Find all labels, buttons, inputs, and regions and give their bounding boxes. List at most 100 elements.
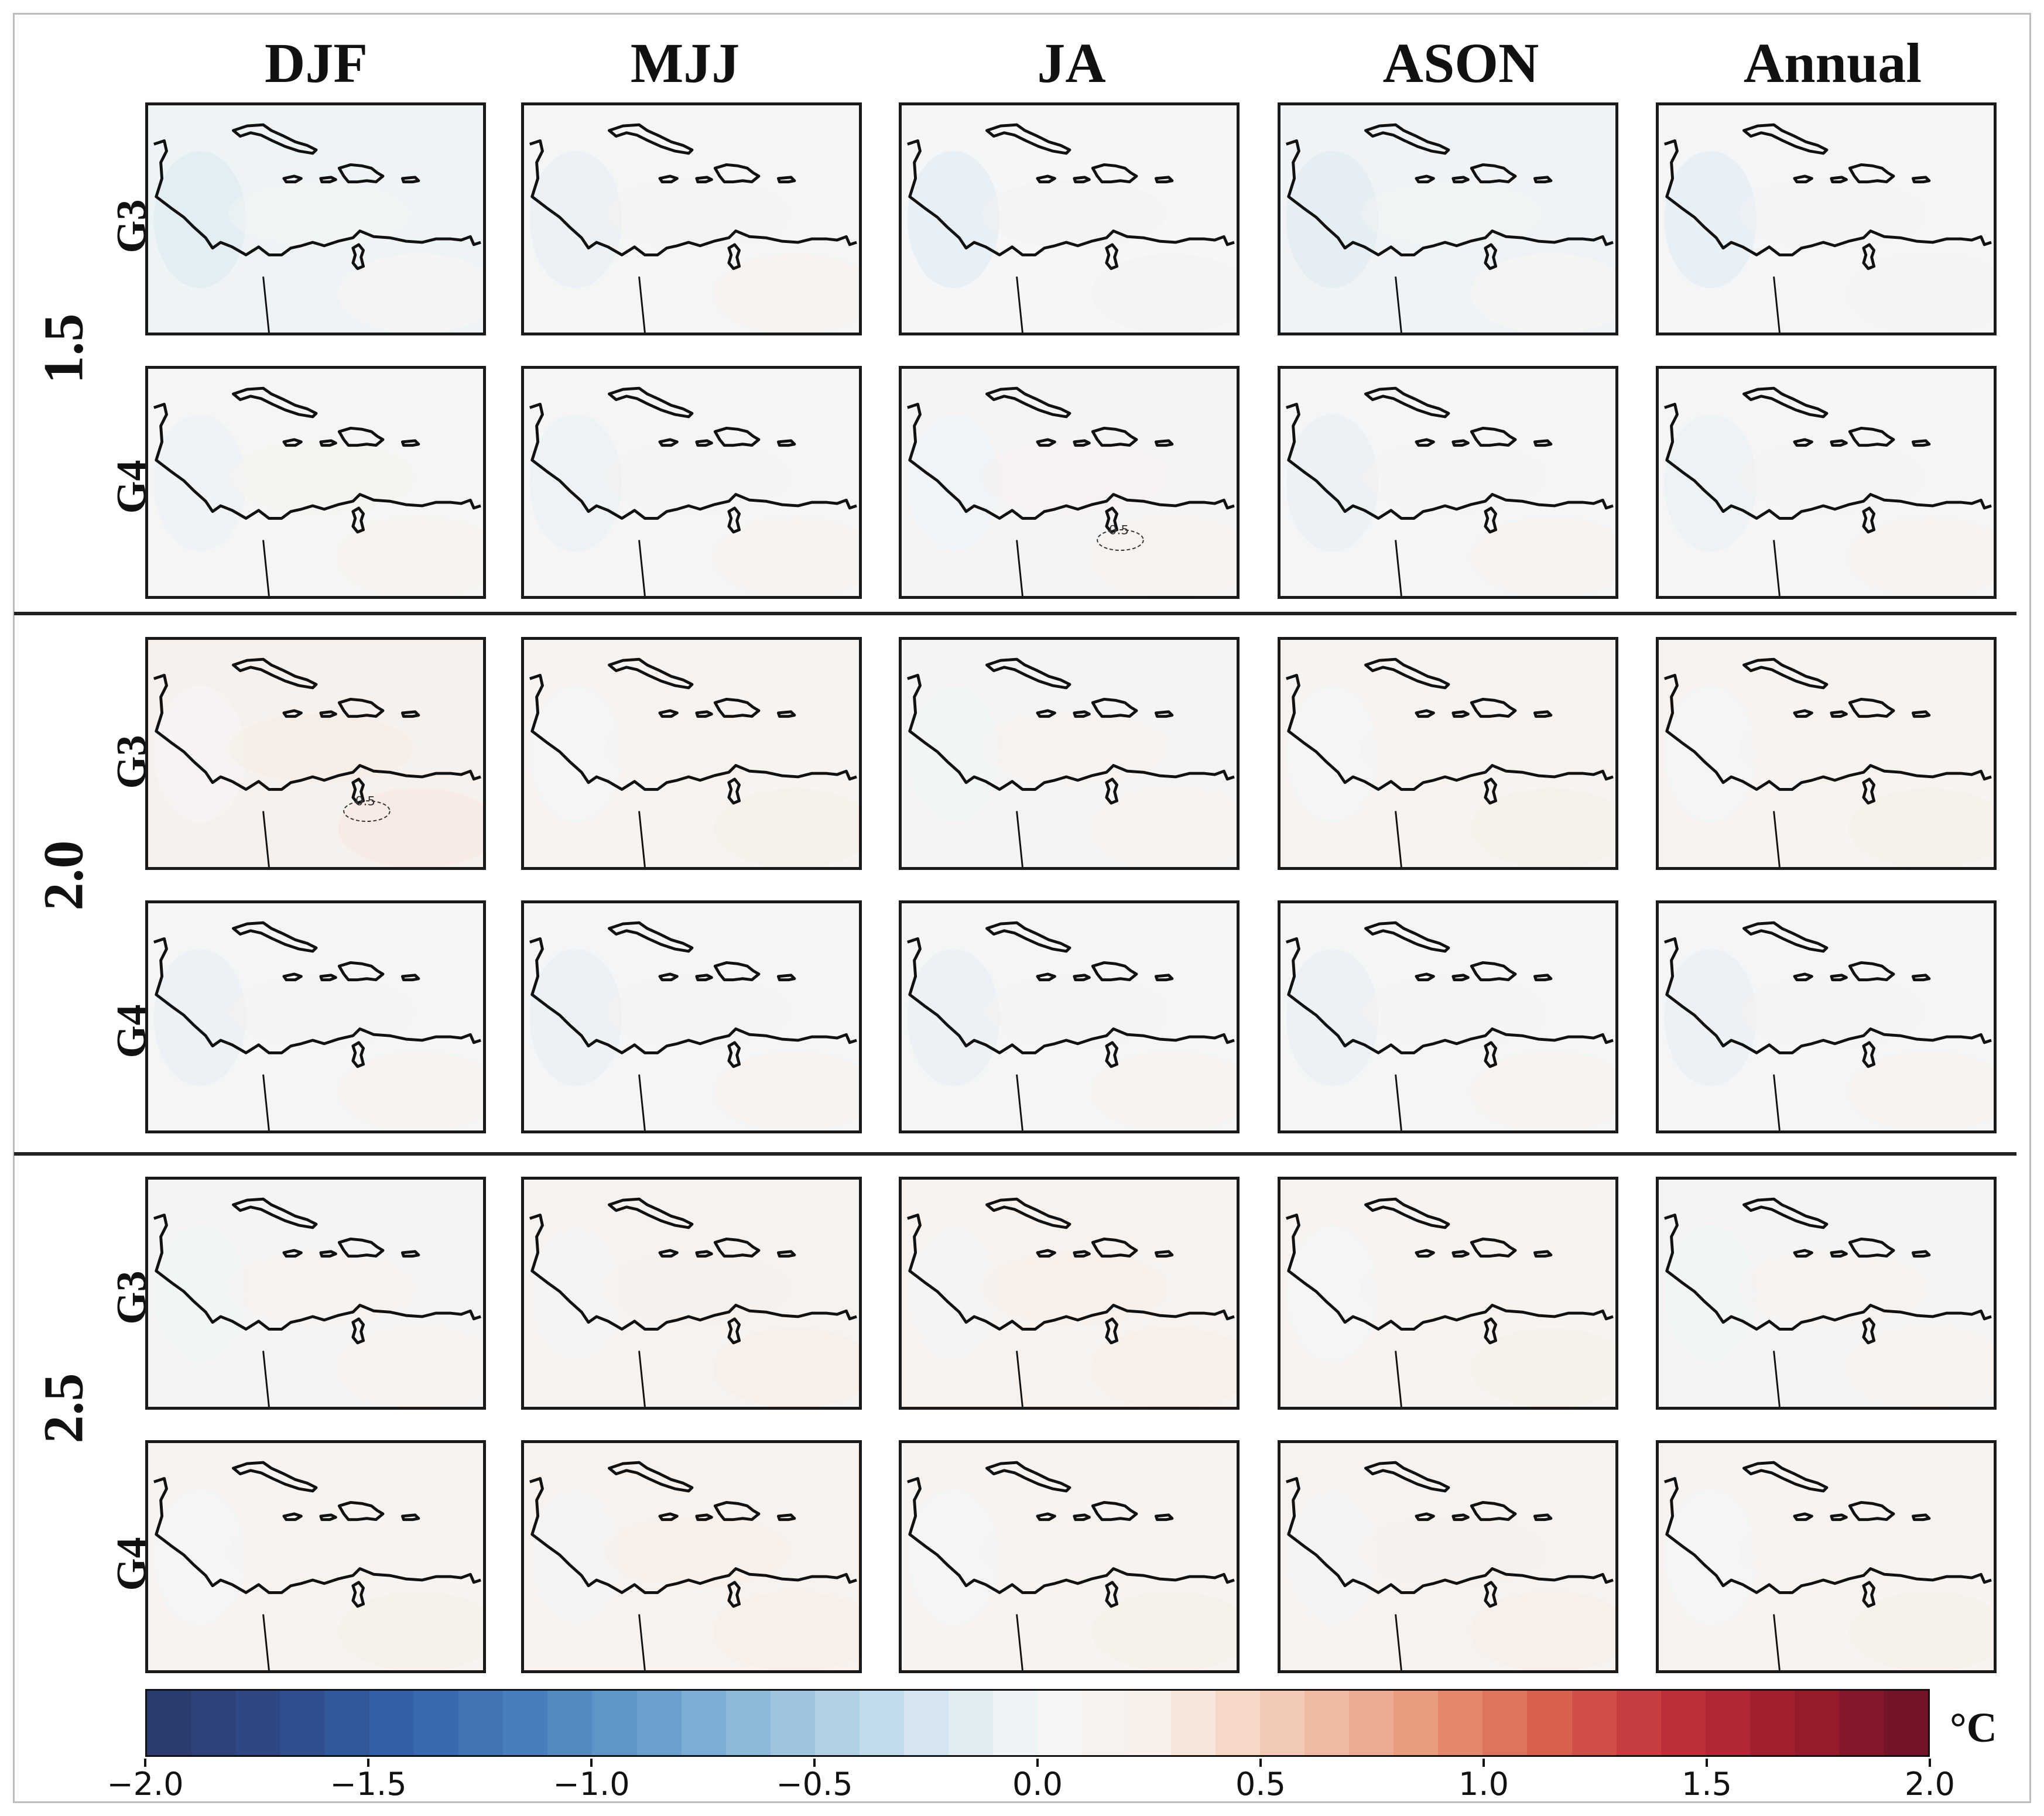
cuba-outline [1742, 123, 1829, 155]
colorbar-cell [770, 1691, 815, 1755]
cuba-outline [1364, 386, 1450, 419]
anomaly-blob [1664, 948, 1757, 1086]
border-line [1016, 540, 1023, 596]
colorbar-cell [1127, 1691, 1172, 1755]
puerto-rico-outline [1911, 1250, 1931, 1258]
column-header-annual: Annual [1743, 32, 1922, 94]
map-panel-2-5-g4-djf [145, 1440, 486, 1673]
anomaly-map [524, 1443, 859, 1670]
anomaly-map [902, 640, 1237, 867]
anomaly-blob [982, 1517, 1167, 1586]
hispaniola-outline [1848, 961, 1895, 982]
puerto-rico-outline [776, 1513, 796, 1522]
anomaly-blob [982, 179, 1167, 248]
puerto-rico-outline [400, 1513, 420, 1522]
coastline [153, 937, 481, 1054]
border-line [1016, 811, 1023, 867]
puerto-rico-outline [400, 974, 420, 982]
puerto-rico-outline [1911, 1513, 1931, 1522]
colorbar-tick-label: 1.5 [1682, 1766, 1732, 1803]
colorbar-cell [1394, 1691, 1439, 1755]
anomaly-blob [714, 788, 859, 867]
cuba-outline [231, 657, 318, 690]
hispaniola-outline [1470, 697, 1517, 718]
border-line [1773, 1074, 1781, 1130]
map-panel-1-5-g3-ja [899, 102, 1240, 335]
map-panel-1-5-g4-mjj [521, 366, 862, 599]
puerto-rico-outline [1533, 1250, 1553, 1258]
puerto-rico-outline [1154, 1250, 1174, 1258]
jamaica-outline [282, 1249, 303, 1258]
colorbar-cell [681, 1691, 726, 1755]
coastline [153, 674, 481, 791]
coastline [1664, 1477, 1992, 1594]
anomaly-map [148, 1443, 483, 1670]
border-line [262, 811, 270, 867]
map-panel-2-5-g3-ja [899, 1177, 1240, 1410]
anomaly-blob [1091, 788, 1237, 867]
colorbar-cell [1705, 1691, 1750, 1755]
puerto-rico-outline [1911, 710, 1931, 718]
puerto-rico-outline [1533, 439, 1553, 447]
colorbar-cell [1216, 1691, 1261, 1755]
lake-maracaibo-outline [1105, 1581, 1119, 1608]
anomaly-blob [529, 414, 622, 551]
group-divider [14, 1152, 2016, 1156]
map-panel-2-5-g4-ja [899, 1440, 1240, 1673]
jamaica-outline [1415, 1512, 1435, 1522]
anomaly-blob [907, 1488, 1000, 1626]
anomaly-map [1659, 1180, 1994, 1407]
anomaly-blob [714, 1051, 859, 1130]
colorbar-cell [1171, 1691, 1216, 1755]
cuba-outline [985, 1461, 1071, 1493]
anomaly-blob [1739, 1517, 1924, 1586]
anomaly-map [1281, 1443, 1615, 1670]
column-header-djf: DJF [265, 32, 368, 94]
map-panel-1-5-g4-ason [1278, 366, 1618, 599]
jamaica-outline [1793, 972, 1813, 982]
island-outline [319, 974, 337, 982]
puerto-rico-outline [1911, 176, 1931, 184]
island-outline [319, 710, 337, 718]
level-label-2-5: 2.5 [32, 1373, 95, 1444]
anomaly-blob [153, 414, 246, 551]
colorbar-cell [1838, 1691, 1884, 1755]
anomaly-map [524, 640, 859, 867]
lake-maracaibo-outline [727, 1041, 741, 1068]
anomaly-blob [714, 253, 859, 333]
anomaly-blob [338, 1051, 483, 1130]
jamaica-outline [1036, 438, 1056, 447]
map-panel-2-0-g4-ason [1278, 900, 1618, 1133]
cuba-outline [231, 921, 318, 953]
colorbar-cell [859, 1691, 904, 1755]
map-panel-1-5-g4-ja: 0.5 [899, 366, 1240, 599]
colorbar-cell [236, 1691, 281, 1755]
lake-maracaibo-outline [1484, 777, 1498, 805]
puerto-rico-outline [400, 439, 420, 447]
contour-line [1097, 529, 1144, 551]
island-outline [695, 1513, 713, 1522]
hispaniola-outline [713, 1500, 761, 1522]
anomaly-map [148, 369, 483, 596]
lake-maracaibo-outline [727, 506, 741, 534]
colorbar-cell [1483, 1691, 1528, 1755]
hispaniola-outline [1470, 1500, 1517, 1522]
colorbar-cell [1349, 1691, 1394, 1755]
hispaniola-outline [1091, 426, 1138, 447]
jamaica-outline [658, 1512, 679, 1522]
anomaly-blob [228, 714, 413, 783]
border-line [1016, 1074, 1023, 1130]
lake-maracaibo-outline [1862, 777, 1876, 805]
anomaly-map [148, 105, 483, 333]
lake-maracaibo-outline [1862, 243, 1876, 270]
hispaniola-outline [1091, 697, 1138, 718]
island-outline [695, 176, 713, 184]
anomaly-blob [714, 517, 859, 596]
cuba-outline [1364, 657, 1450, 690]
puerto-rico-outline [1911, 439, 1931, 447]
colorbar-tick [813, 1759, 816, 1767]
island-outline [1451, 974, 1470, 982]
border-line [638, 1074, 646, 1130]
cuba-outline [985, 1197, 1071, 1229]
column-header-ja: JA [1037, 32, 1106, 94]
